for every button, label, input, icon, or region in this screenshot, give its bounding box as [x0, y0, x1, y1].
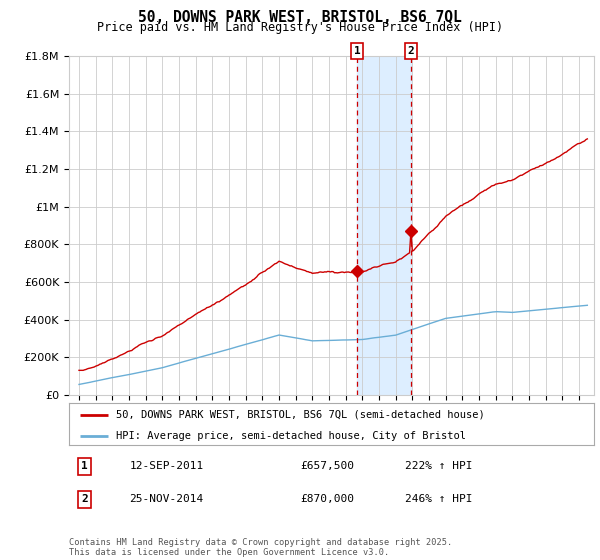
Text: 1: 1: [354, 46, 361, 56]
Text: 222% ↑ HPI: 222% ↑ HPI: [405, 461, 473, 472]
Text: 50, DOWNS PARK WEST, BRISTOL, BS6 7QL: 50, DOWNS PARK WEST, BRISTOL, BS6 7QL: [138, 10, 462, 25]
Text: £870,000: £870,000: [300, 494, 354, 505]
Text: 2: 2: [82, 494, 88, 505]
Text: Price paid vs. HM Land Registry's House Price Index (HPI): Price paid vs. HM Land Registry's House …: [97, 21, 503, 34]
Text: 12-SEP-2011: 12-SEP-2011: [130, 461, 203, 472]
Bar: [358, 56, 410, 395]
Text: 50, DOWNS PARK WEST, BRISTOL, BS6 7QL (semi-detached house): 50, DOWNS PARK WEST, BRISTOL, BS6 7QL (s…: [116, 410, 485, 420]
Text: Contains HM Land Registry data © Crown copyright and database right 2025.
This d: Contains HM Land Registry data © Crown c…: [69, 538, 452, 557]
Text: HPI: Average price, semi-detached house, City of Bristol: HPI: Average price, semi-detached house,…: [116, 431, 466, 441]
Text: £657,500: £657,500: [300, 461, 354, 472]
Text: 25-NOV-2014: 25-NOV-2014: [130, 494, 203, 505]
Text: 246% ↑ HPI: 246% ↑ HPI: [405, 494, 473, 505]
Text: 1: 1: [82, 461, 88, 472]
Text: 2: 2: [407, 46, 414, 56]
